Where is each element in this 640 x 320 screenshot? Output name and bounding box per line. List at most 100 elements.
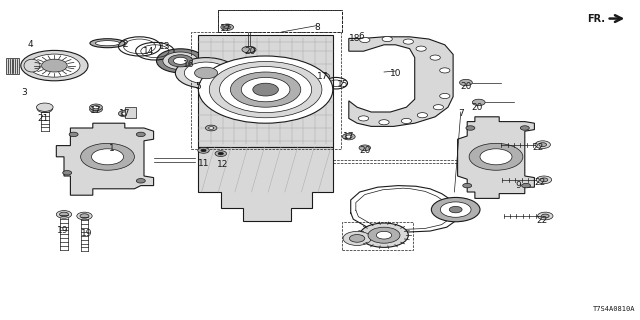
Circle shape <box>376 231 392 239</box>
Text: 5: 5 <box>196 82 201 91</box>
Circle shape <box>215 151 227 156</box>
Text: 20: 20 <box>244 47 255 56</box>
Circle shape <box>205 125 217 131</box>
Circle shape <box>201 149 206 152</box>
Circle shape <box>522 183 531 188</box>
Text: 14: 14 <box>143 47 154 56</box>
Bar <box>218 10 342 32</box>
Text: 8: 8 <box>314 23 319 32</box>
Circle shape <box>60 212 68 217</box>
Circle shape <box>253 83 278 96</box>
Circle shape <box>469 143 523 170</box>
Text: 17: 17 <box>317 72 329 81</box>
Circle shape <box>349 235 365 242</box>
Circle shape <box>230 72 301 107</box>
Circle shape <box>195 67 218 79</box>
Circle shape <box>433 105 444 110</box>
Circle shape <box>243 46 256 53</box>
Circle shape <box>118 110 131 117</box>
Circle shape <box>520 126 529 130</box>
Text: 6: 6 <box>359 32 364 41</box>
Circle shape <box>431 197 480 222</box>
Circle shape <box>536 176 552 184</box>
Text: 19: 19 <box>81 229 92 238</box>
Text: 22: 22 <box>532 143 543 152</box>
Polygon shape <box>458 117 534 198</box>
Ellipse shape <box>21 51 88 81</box>
Circle shape <box>472 99 485 106</box>
Circle shape <box>403 39 413 44</box>
Text: 22: 22 <box>536 216 548 225</box>
Polygon shape <box>56 123 154 195</box>
Text: 22: 22 <box>534 178 545 187</box>
Bar <box>191 32 341 149</box>
Circle shape <box>368 227 400 243</box>
Circle shape <box>416 46 426 51</box>
Polygon shape <box>349 37 453 126</box>
Circle shape <box>466 126 475 130</box>
Circle shape <box>218 152 223 155</box>
Circle shape <box>198 148 209 153</box>
Text: 15: 15 <box>337 80 348 89</box>
Ellipse shape <box>168 55 193 67</box>
Text: 9: 9 <box>516 181 521 190</box>
Circle shape <box>401 118 412 124</box>
Circle shape <box>430 55 440 60</box>
Circle shape <box>379 120 389 125</box>
Circle shape <box>80 214 89 218</box>
Circle shape <box>317 73 330 79</box>
Ellipse shape <box>90 39 125 48</box>
Circle shape <box>541 214 549 218</box>
Text: 1: 1 <box>109 144 115 153</box>
Text: 7: 7 <box>458 109 463 118</box>
Circle shape <box>77 212 92 220</box>
Circle shape <box>346 135 352 138</box>
Text: FR.: FR. <box>588 14 605 24</box>
Circle shape <box>460 79 472 86</box>
Text: 17: 17 <box>119 109 131 118</box>
Circle shape <box>36 103 53 111</box>
Text: T7S4A0810A: T7S4A0810A <box>593 306 635 312</box>
Circle shape <box>90 106 102 113</box>
Circle shape <box>40 107 49 111</box>
Circle shape <box>175 58 237 88</box>
Circle shape <box>320 75 326 78</box>
Bar <box>125 107 136 118</box>
Circle shape <box>449 206 462 213</box>
Circle shape <box>538 212 553 220</box>
Text: 20: 20 <box>471 103 483 112</box>
Text: 16: 16 <box>183 60 195 68</box>
Circle shape <box>440 68 450 73</box>
Text: 19: 19 <box>57 226 68 235</box>
Circle shape <box>209 61 322 118</box>
Text: 4: 4 <box>28 40 33 49</box>
Text: 10: 10 <box>390 69 401 78</box>
Text: 13: 13 <box>159 42 171 51</box>
Text: 17: 17 <box>220 24 231 33</box>
Circle shape <box>480 149 512 165</box>
Circle shape <box>540 178 548 182</box>
Polygon shape <box>6 58 19 74</box>
Circle shape <box>539 143 547 147</box>
Circle shape <box>224 26 230 29</box>
Circle shape <box>42 59 67 72</box>
Text: 17: 17 <box>90 106 102 115</box>
Circle shape <box>69 132 78 137</box>
Circle shape <box>360 37 370 43</box>
Circle shape <box>343 231 371 245</box>
Circle shape <box>93 106 99 109</box>
Circle shape <box>359 145 371 151</box>
Circle shape <box>93 108 99 111</box>
Circle shape <box>220 67 312 113</box>
Ellipse shape <box>173 57 188 64</box>
Circle shape <box>360 223 408 247</box>
Text: 18: 18 <box>349 34 361 43</box>
Text: 3: 3 <box>22 88 27 97</box>
Circle shape <box>382 36 392 42</box>
Polygon shape <box>198 35 333 150</box>
Text: 20: 20 <box>460 82 472 91</box>
Text: 11: 11 <box>198 159 209 168</box>
Circle shape <box>209 127 214 129</box>
Circle shape <box>440 93 450 99</box>
Circle shape <box>535 141 550 148</box>
